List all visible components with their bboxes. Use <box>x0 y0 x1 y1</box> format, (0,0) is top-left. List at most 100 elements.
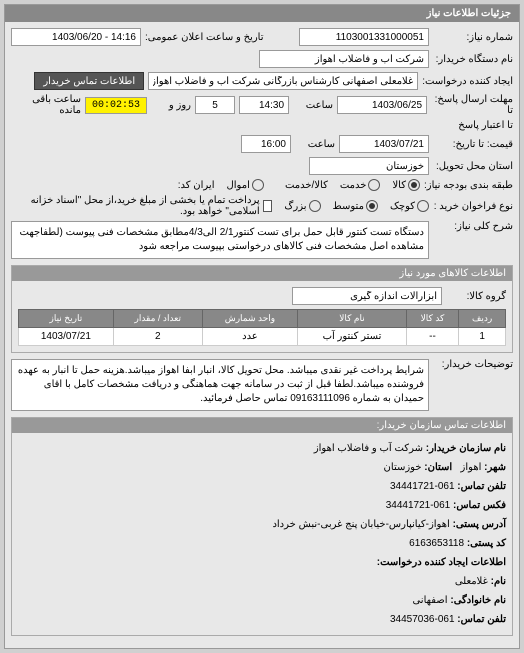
radio-small-icon <box>417 200 429 212</box>
shiploc-label: استان محل تحویل: <box>433 161 513 172</box>
radio-service[interactable]: خدمت <box>340 179 381 191</box>
validity-to-label: قیمت: تا تاریخ: <box>433 139 513 150</box>
radio-large-icon <box>309 200 321 212</box>
radio-small[interactable]: کوچک <box>390 200 429 212</box>
radio-small-label: کوچک <box>390 201 415 212</box>
goods-section: اطلاعات کالاهای مورد نیاز گروه کالا: ردی… <box>11 265 513 353</box>
remain-label: ساعت باقی مانده <box>11 94 81 116</box>
deadline-time-input[interactable] <box>239 96 289 114</box>
radio-asset[interactable]: اموال <box>227 179 264 191</box>
radio-goods-label: کالا <box>392 180 406 191</box>
goods-section-title: اطلاعات کالاهای مورد نیاز <box>12 266 512 281</box>
time-label-1: ساعت <box>293 100 333 111</box>
cell-unit: عدد <box>202 328 297 346</box>
partial-pay-check[interactable]: پرداخت تمام یا بخشی از مبلغ خرید،از محل … <box>19 195 272 217</box>
contact-fax: فکس تماس: 061-34441721 <box>18 496 506 515</box>
col-name: نام کالا <box>298 310 407 328</box>
qty-type-label: نوع فراخوان خرید : <box>433 201 513 212</box>
buyernotes-label: توضیحات خریدار: <box>433 359 513 370</box>
fax-label: فکس تماس: <box>453 500 506 511</box>
row-validity2: قیمت: تا تاریخ: ساعت <box>11 135 513 153</box>
partial-pay-label: پرداخت تمام یا بخشی از مبلغ خرید،از محل … <box>19 195 260 217</box>
row-buyernotes: توضیحات خریدار: شرایط پرداخت غیر نقدی می… <box>11 359 513 411</box>
announce-label: تاریخ و ساعت اعلان عمومی: <box>145 32 264 43</box>
addr-label: آدرس پستی: <box>453 519 506 530</box>
goods-table: ردیف کد کالا نام کالا واحد شمارش تعداد /… <box>18 309 506 346</box>
budget-label: طبقه بندی بودجه نیاز: <box>424 180 513 191</box>
validity-time-input[interactable] <box>241 135 291 153</box>
radio-medium-icon <box>366 200 378 212</box>
buyer-contact-button[interactable]: اطلاعات تماس خریدار <box>34 72 144 90</box>
row-desc: شرح کلی نیاز: دستگاه تست کنتور قابل حمل … <box>11 221 513 259</box>
buyerorg-label: نام دستگاه خریدار: <box>433 54 513 65</box>
rphone-label: تلفن تماس: <box>457 614 506 625</box>
group-input[interactable] <box>292 287 442 305</box>
row-group: گروه کالا: <box>18 287 506 305</box>
number-input[interactable] <box>299 28 429 46</box>
col-qty: تعداد / مقدار <box>113 310 202 328</box>
countdown-timer: 00:02:53 <box>85 97 147 114</box>
radio-goods[interactable]: کالا <box>392 179 420 191</box>
city-value: اهواز <box>461 462 482 473</box>
buyernotes-text: شرایط پرداخت غیر نقدی میباشد. محل تحویل … <box>11 359 429 411</box>
radio-medium[interactable]: متوسط <box>333 200 378 212</box>
goods-section-body: گروه کالا: ردیف کد کالا نام کالا واحد شم… <box>12 281 512 352</box>
radio-goods-icon <box>408 179 420 191</box>
desc-label: شرح کلی نیاز: <box>433 221 513 232</box>
col-row: ردیف <box>459 310 506 328</box>
lname-value: اصفهانی <box>412 595 447 606</box>
row-number: شماره نیاز: تاریخ و ساعت اعلان عمومی: <box>11 28 513 46</box>
time-label-2: ساعت <box>295 139 335 150</box>
cell-name: تستر کنتور آب <box>298 328 407 346</box>
contact-phone: تلفن تماس: 061-34441721 <box>18 477 506 496</box>
org-label: نام سازمان خریدار: <box>426 443 506 454</box>
zip-value: 6163653118 <box>409 538 464 549</box>
col-code: کد کالا <box>406 310 458 328</box>
deadline-label: مهلت ارسال پاسخ: تا <box>431 94 513 116</box>
table-header-row: ردیف کد کالا نام کالا واحد شمارش تعداد /… <box>19 310 506 328</box>
col-unit: واحد شمارش <box>202 310 297 328</box>
cell-code: -- <box>406 328 458 346</box>
announce-input[interactable] <box>11 28 141 46</box>
contact-section: اطلاعات تماس سازمان خریدار: نام سازمان خ… <box>11 417 513 636</box>
days-input[interactable] <box>195 96 235 114</box>
lname-label: نام خانوادگی: <box>450 595 506 606</box>
desc-text: دستگاه تست کنتور قابل حمل برای تست کنتور… <box>11 221 429 259</box>
contact-section-body: نام سازمان خریدار: شرکت آب و فاضلاب اهوا… <box>12 433 512 635</box>
rphone-value: 061-34457036 <box>390 614 455 625</box>
checkbox-icon <box>263 200 273 212</box>
row-deadline: مهلت ارسال پاسخ: تا ساعت روز و 00:02:53 … <box>11 94 513 116</box>
req-creator-title: اطلاعات ایجاد کننده درخواست: <box>18 553 506 572</box>
row-requester: ایجاد کننده درخواست: اطلاعات تماس خریدار <box>11 72 513 90</box>
row-budget: طبقه بندی بودجه نیاز: کالا خدمت کالا/خدم… <box>11 179 513 191</box>
province-value: خوزستان <box>384 462 422 473</box>
contact-city: شهر: اهواز استان: خوزستان <box>18 458 506 477</box>
validity-date-input[interactable] <box>339 135 429 153</box>
row-buyerorg: نام دستگاه خریدار: <box>11 50 513 68</box>
radio-large[interactable]: بزرگ <box>284 200 320 212</box>
addr-value: اهواز-کیانپارس-خیابان پنج غربی-نبش خرداد <box>272 519 449 530</box>
name-label: نام: <box>491 576 506 587</box>
radio-service-icon <box>368 179 380 191</box>
row-shiploc: استان محل تحویل: <box>11 157 513 175</box>
row-qty: نوع فراخوان خرید : کوچک متوسط بزرگ پرداخ… <box>11 195 513 217</box>
phone-value: 061-34441721 <box>390 481 455 492</box>
req-lname: نام خانوادگی: اصفهانی <box>18 591 506 610</box>
requester-input[interactable] <box>148 72 418 90</box>
days-label: روز و <box>151 100 191 111</box>
deadline-date-input[interactable] <box>337 96 427 114</box>
contact-org: نام سازمان خریدار: شرکت آب و فاضلاب اهوا… <box>18 439 506 458</box>
panel-body: شماره نیاز: تاریخ و ساعت اعلان عمومی: نا… <box>5 22 519 648</box>
table-row[interactable]: 1 -- تستر کنتور آب عدد 2 1403/07/21 <box>19 328 506 346</box>
org-value: شرکت آب و فاضلاب اهواز <box>314 443 423 454</box>
shiploc-input[interactable] <box>309 157 429 175</box>
city-label: شهر: <box>484 462 506 473</box>
buyerorg-input[interactable] <box>259 50 429 68</box>
group-label: گروه کالا: <box>446 291 506 302</box>
contact-section-title: اطلاعات تماس سازمان خریدار: <box>12 418 512 433</box>
province-label: استان: <box>424 462 452 473</box>
req-name: نام: غلامعلی <box>18 572 506 591</box>
validity-label: تا اعتبار پاسخ <box>433 120 513 131</box>
radio-asset-icon <box>252 179 264 191</box>
zip-label: کد پستی: <box>467 538 506 549</box>
